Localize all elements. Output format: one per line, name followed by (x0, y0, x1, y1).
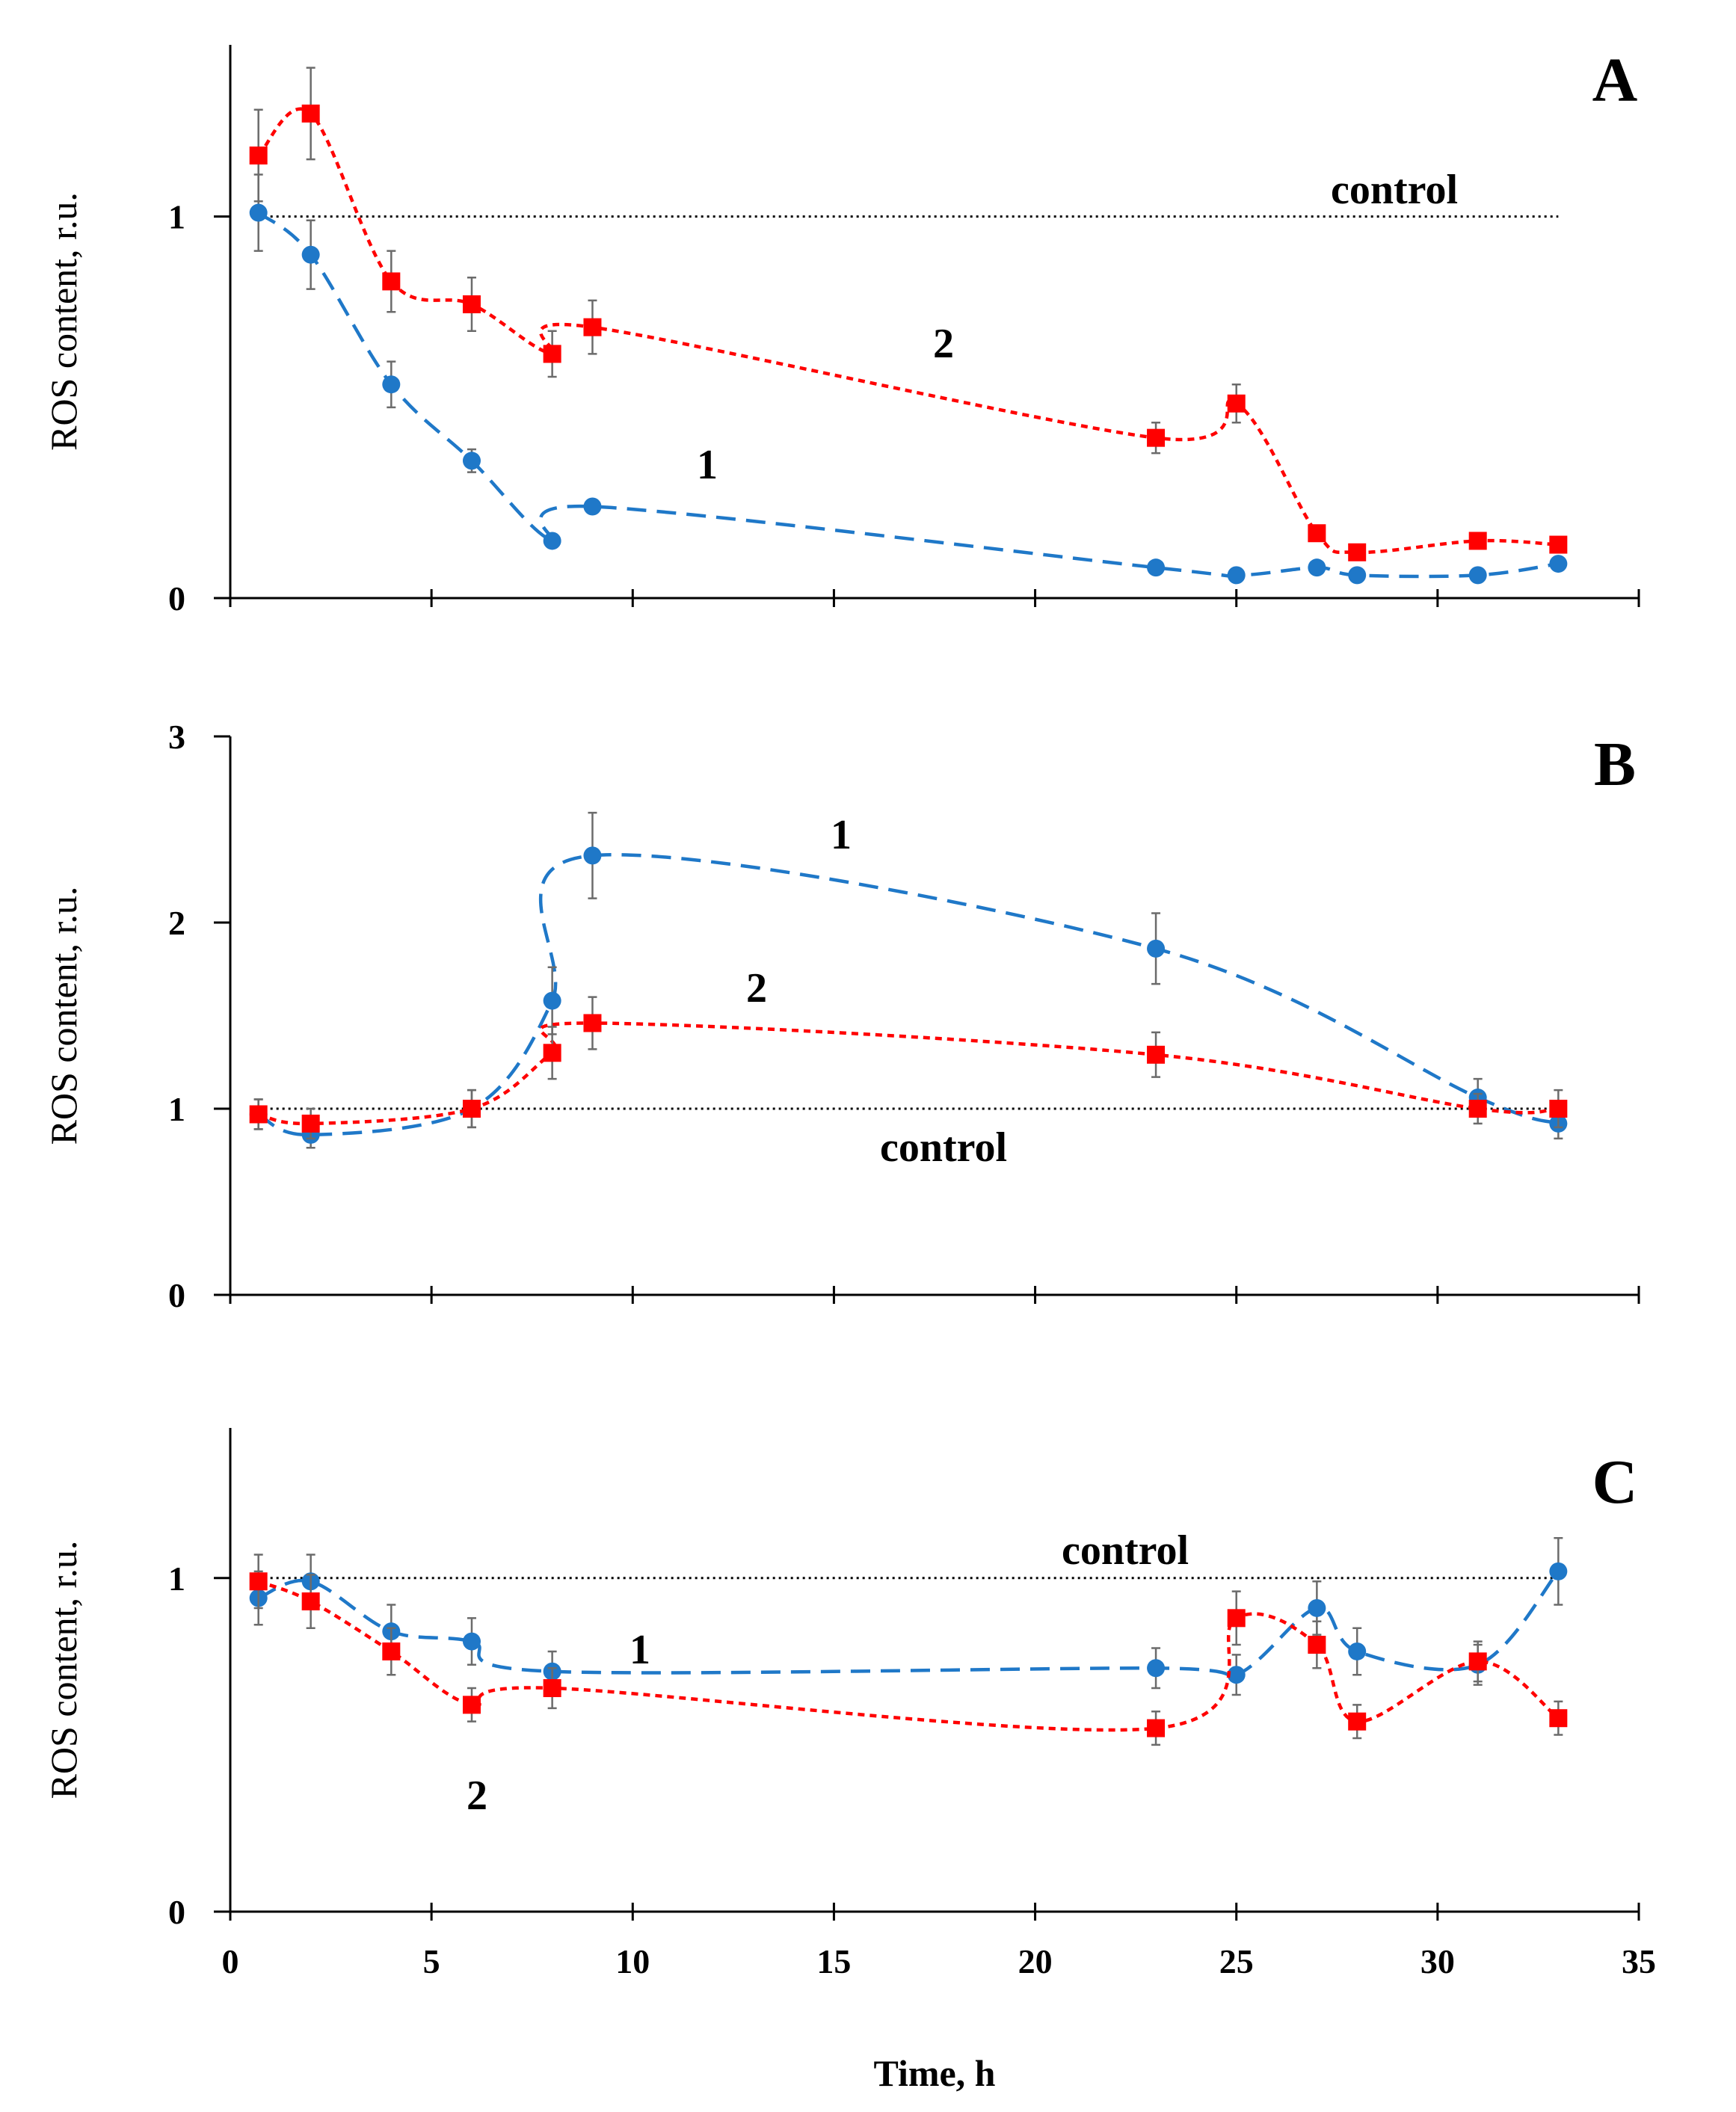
y-tick-label: 3 (168, 718, 185, 756)
data-point (1468, 566, 1487, 585)
data-point (249, 203, 268, 222)
data-point (583, 497, 602, 516)
x-tick-label: 20 (1018, 1942, 1053, 1980)
data-point (1468, 1100, 1487, 1118)
data-point (1549, 1562, 1568, 1580)
y-tick-label: 1 (168, 1090, 185, 1128)
y-axis-title: ROS content, r.u. (43, 192, 84, 451)
data-point (583, 1014, 602, 1032)
y-tick-label: 2 (168, 904, 185, 942)
series-2-label: 2 (467, 1773, 487, 1819)
y-tick-label: 0 (168, 1893, 185, 1931)
panel-C: 0 5 10 15 20 25 30 35 0 1 ROS content, r.u. control… (43, 1428, 1656, 1980)
data-point (249, 147, 268, 164)
series-2 (249, 67, 1568, 561)
data-point (543, 1044, 561, 1062)
data-point (1549, 1709, 1568, 1728)
data-point (583, 846, 602, 865)
data-point (301, 1114, 320, 1133)
data-point (1227, 566, 1246, 585)
data-point (1147, 428, 1166, 447)
y-tick-label: 1 (168, 198, 185, 236)
data-point (583, 318, 602, 336)
y-tick-label: 0 (168, 579, 185, 618)
data-point (382, 375, 401, 394)
x-tick-label: 5 (423, 1942, 440, 1980)
data-point (462, 452, 481, 470)
data-point (462, 1632, 481, 1651)
y-axis-title: ROS content, r.u. (43, 887, 84, 1145)
data-point (462, 1100, 481, 1118)
data-point (1227, 1666, 1246, 1684)
panel-B: 0 1 2 3 ROS content, r.u. control B 1 2 (43, 718, 1640, 1314)
data-point (382, 272, 401, 291)
series-1-label: 1 (697, 442, 718, 488)
y-tick-label: 0 (168, 1276, 185, 1314)
series-1-label: 1 (831, 812, 852, 858)
data-point (1468, 1652, 1487, 1671)
y-tick-label: 1 (168, 1560, 185, 1598)
x-axis-title: Time, h (874, 2052, 996, 2094)
panel-letter: C (1592, 1447, 1638, 1517)
data-point (1549, 1100, 1568, 1118)
data-point (543, 1679, 561, 1698)
data-point (301, 104, 320, 123)
series-2 (249, 996, 1568, 1140)
control-label: control (880, 1124, 1007, 1171)
x-tick-label: 30 (1420, 1942, 1455, 1980)
panel-A: 0 1 ROS content, r.u. control A 1 2 (43, 45, 1640, 618)
data-point (1348, 1712, 1367, 1731)
x-tick-label: 10 (615, 1942, 650, 1980)
control-label: control (1062, 1527, 1189, 1574)
panel-letter: B (1594, 730, 1636, 799)
data-point (1308, 1636, 1326, 1654)
data-point (382, 1642, 401, 1660)
data-point (1549, 555, 1568, 573)
data-point (301, 1592, 320, 1611)
data-point (1147, 558, 1166, 577)
data-point (1348, 1642, 1367, 1660)
series-2-label: 2 (746, 965, 767, 1012)
data-point (543, 532, 561, 550)
data-point (543, 991, 561, 1010)
data-point (1147, 1719, 1166, 1737)
data-point (543, 345, 561, 363)
x-tick-label: 15 (816, 1942, 851, 1980)
data-point (1147, 1659, 1166, 1678)
data-point (249, 1572, 268, 1591)
series-1 (249, 173, 1568, 585)
data-point (1468, 532, 1487, 550)
data-point (1348, 566, 1367, 585)
data-point (1147, 1045, 1166, 1064)
data-point (1549, 535, 1568, 554)
data-point (1227, 394, 1246, 413)
series-2-line (257, 1580, 1560, 1732)
data-point (1147, 939, 1166, 958)
panel-letter: A (1592, 46, 1638, 115)
x-tick-label: 25 (1219, 1942, 1254, 1980)
control-label: control (1331, 167, 1458, 213)
x-tick-label: 35 (1622, 1942, 1656, 1980)
data-point (249, 1105, 268, 1124)
data-point (1348, 543, 1367, 561)
data-point (1227, 1609, 1246, 1628)
x-tick-label: 0 (222, 1942, 239, 1980)
data-point (1308, 524, 1326, 543)
series-1-label: 1 (630, 1627, 650, 1673)
data-point (301, 245, 320, 264)
data-point (462, 1696, 481, 1714)
y-axis-title: ROS content, r.u. (43, 1541, 84, 1799)
series-2 (249, 1554, 1568, 1746)
data-point (462, 295, 481, 314)
series-2-label: 2 (933, 321, 954, 367)
data-point (1308, 558, 1326, 577)
data-point (1308, 1598, 1326, 1617)
